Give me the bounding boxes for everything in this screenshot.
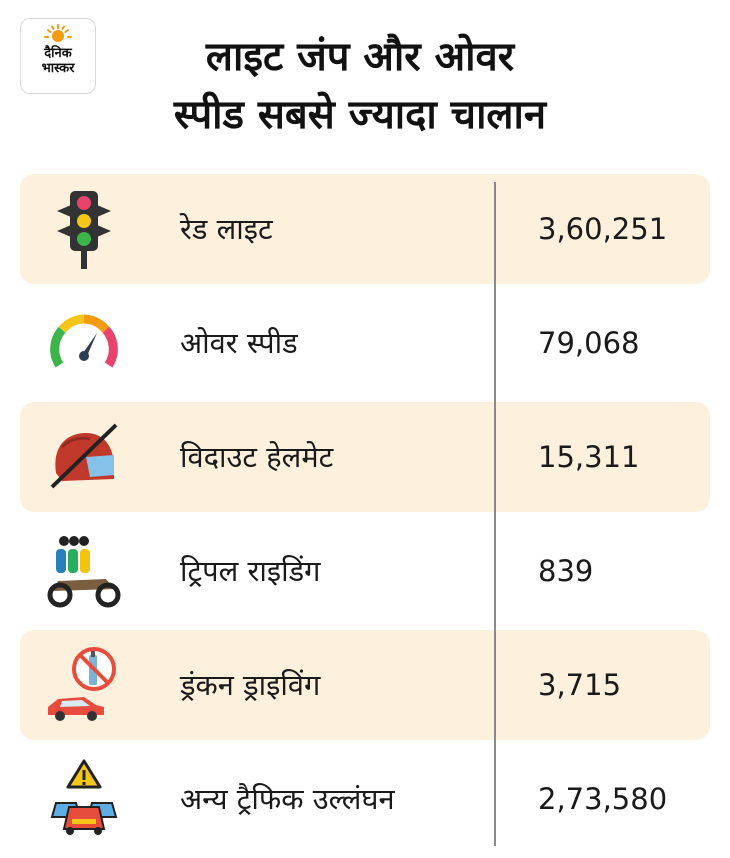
column-divider [494,182,496,846]
row-value: 3,715 [538,668,622,702]
table-row: विदाउट हेलमेट 15,311 [20,402,710,512]
table-row: ट्रिपल राइडिंग 839 [20,516,710,626]
row-label: ड्रंकन ड्राइविंग [180,668,321,702]
brand-name-line-2: भास्कर [41,61,75,76]
row-value: 2,73,580 [538,782,668,816]
title-line-2: स्पीड सबसे ज्यादा चालान [173,92,547,138]
row-label: अन्य ट्रैफिक उल्लंघन [180,782,395,816]
traffic-light-icon [44,189,124,269]
triple-riding-icon [44,531,124,611]
brand-logo: दैनिक भास्कर [20,18,96,94]
speedometer-icon [44,303,124,383]
row-label: ओवर स्पीड [180,326,298,360]
violations-table: रेड लाइट 3,60,251 ओवर स्पीड 79,068 [20,174,710,858]
row-value: 839 [538,554,594,588]
brand-name-line-1: दैनिक [44,46,72,61]
row-label: ट्रिपल राइडिंग [180,554,321,588]
row-value: 15,311 [538,440,640,474]
table-row: ओवर स्पीड 79,068 [20,288,710,398]
row-label: विदाउट हेलमेट [180,440,334,474]
no-helmet-icon [44,417,124,497]
table-row: अन्य ट्रैफिक उल्लंघन 2,73,580 [20,744,710,854]
traffic-jam-warning-icon [44,759,124,839]
row-value: 79,068 [538,326,640,360]
table-row: ड्रंकन ड्राइविंग 3,715 [20,630,710,740]
sun-icon [44,24,72,42]
title-line-1: लाइट जंप और ओवर [205,34,515,80]
table-row: रेड लाइट 3,60,251 [20,174,710,284]
page-title: लाइट जंप और ओवर स्पीड सबसे ज्यादा चालान [100,28,620,144]
drunk-driving-icon [44,645,124,725]
row-value: 3,60,251 [538,212,668,246]
row-label: रेड लाइट [180,212,273,246]
